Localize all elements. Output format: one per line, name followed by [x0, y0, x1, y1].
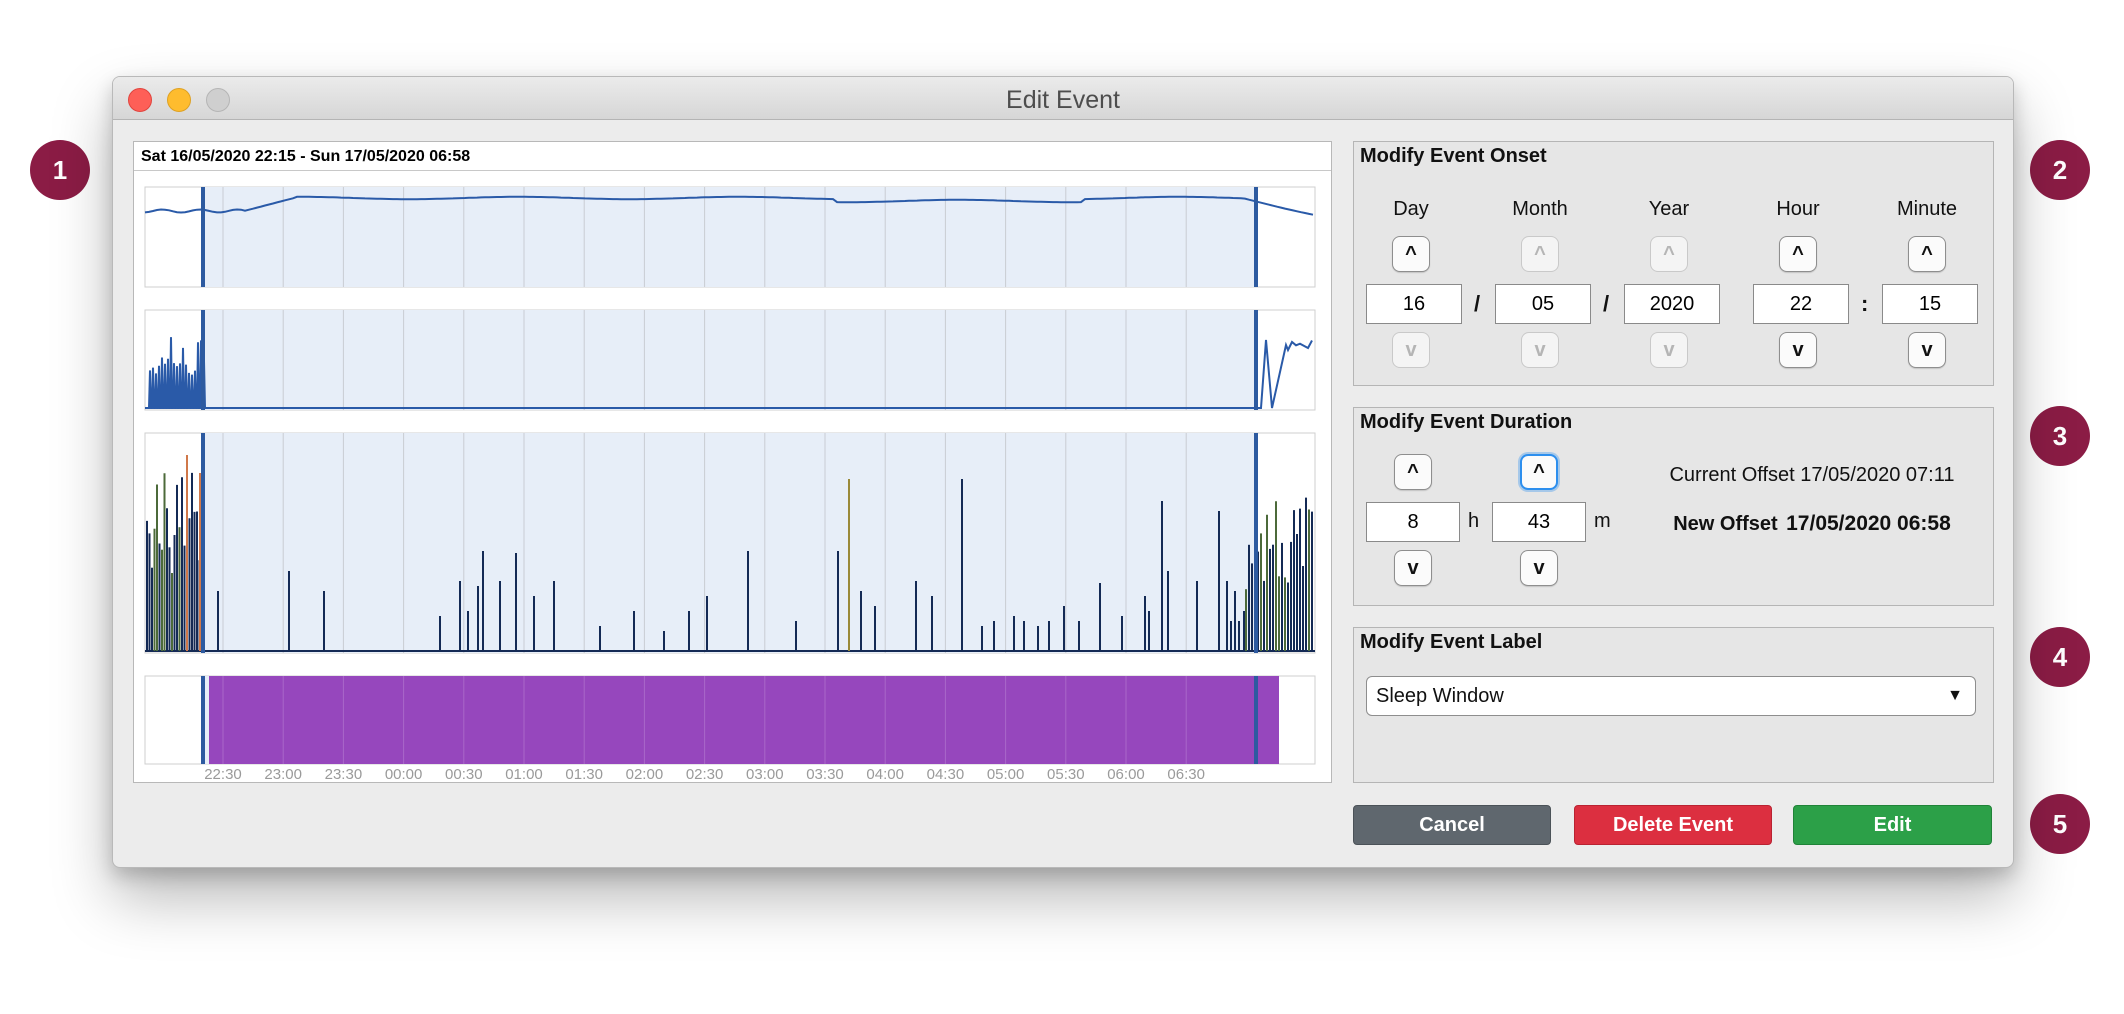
duration-hours-up-button[interactable]: ^	[1394, 454, 1432, 490]
new-offset-label: New Offset	[1673, 513, 1777, 535]
time-tick-label: 03:30	[806, 766, 844, 782]
onset-group: Modify Event Onset Day Month Year Hour M…	[1353, 141, 1994, 386]
month-up-button[interactable]: ^	[1521, 236, 1559, 272]
month-year-separator: /	[1603, 291, 1609, 317]
label-group: Modify Event Label Sleep Window ▼	[1353, 627, 1994, 783]
hours-unit: h	[1468, 510, 1479, 533]
minute-field[interactable]: 15	[1882, 284, 1978, 324]
event-chart-panel: Sat 16/05/2020 22:15 - Sun 17/05/2020 06…	[133, 141, 1332, 783]
time-tick-label: 22:30	[204, 766, 242, 782]
callout-5: 5	[2030, 794, 2090, 854]
minute-up-button[interactable]: ^	[1908, 236, 1946, 272]
month-field[interactable]: 05	[1495, 284, 1591, 324]
callout-4: 4	[2030, 627, 2090, 687]
duration-minutes-down-button[interactable]: v	[1520, 550, 1558, 586]
minute-label: Minute	[1880, 198, 1974, 221]
time-tick-label: 05:00	[987, 766, 1025, 782]
hour-down-button[interactable]: v	[1779, 332, 1817, 368]
duration-group: Modify Event Duration ^ ^ 8 h 43 m v v C…	[1353, 407, 1994, 606]
hour-field[interactable]: 22	[1753, 284, 1849, 324]
sleep-window-event-bar	[209, 676, 1279, 764]
current-offset: Current Offset 17/05/2020 07:11	[1632, 464, 1992, 487]
time-tick-label: 03:00	[746, 766, 784, 782]
dropdown-arrow-icon: ▼	[1947, 677, 1963, 715]
callout-3: 3	[2030, 406, 2090, 466]
event-signal-chart[interactable]: 22:30 23:00 23:30 00:00 00:30 01:00 01:30 02:00…	[134, 142, 1331, 782]
delete-event-button[interactable]: Delete Event	[1574, 805, 1772, 845]
time-tick-label: 23:00	[264, 766, 302, 782]
duration-hours-field[interactable]: 8	[1366, 502, 1460, 542]
signal-panel-2-window-shade	[203, 310, 1256, 410]
time-tick-label: 01:00	[505, 766, 543, 782]
hour-minute-separator: :	[1861, 291, 1868, 317]
year-label: Year	[1622, 198, 1716, 221]
new-offset-value: 17/05/2020 06:58	[1786, 512, 1951, 535]
month-down-button[interactable]: v	[1521, 332, 1559, 368]
minutes-unit: m	[1594, 510, 1611, 533]
year-up-button[interactable]: ^	[1650, 236, 1688, 272]
time-tick-label: 02:00	[626, 766, 664, 782]
signal-panel-1-window-shade	[203, 187, 1256, 287]
edit-event-window: Edit Event Sat 16/05/2020 22:15 - Sun 17…	[112, 76, 2014, 868]
time-tick-label: 05:30	[1047, 766, 1085, 782]
time-tick-label: 00:00	[385, 766, 423, 782]
event-label-select[interactable]: Sleep Window ▼	[1366, 676, 1976, 716]
month-label: Month	[1493, 198, 1587, 221]
event-label-value: Sleep Window	[1376, 685, 1504, 707]
signal-panel-3-window-shade	[203, 433, 1256, 653]
callout-1: 1	[30, 140, 90, 200]
time-tick-label: 01:30	[565, 766, 603, 782]
day-up-button[interactable]: ^	[1392, 236, 1430, 272]
current-offset-label: Current Offset	[1669, 464, 1794, 486]
day-month-separator: /	[1474, 291, 1480, 317]
label-title: Modify Event Label	[1360, 631, 1542, 654]
time-tick-label: 06:00	[1107, 766, 1145, 782]
time-tick-label: 04:30	[927, 766, 965, 782]
time-tick-label: 00:30	[445, 766, 483, 782]
cancel-button[interactable]: Cancel	[1353, 805, 1551, 845]
onset-title: Modify Event Onset	[1360, 145, 1547, 168]
time-tick-label: 02:30	[686, 766, 724, 782]
edit-button[interactable]: Edit	[1793, 805, 1992, 845]
title-bar[interactable]: Edit Event	[113, 77, 2013, 120]
duration-title: Modify Event Duration	[1360, 411, 1572, 434]
hour-up-button[interactable]: ^	[1779, 236, 1817, 272]
day-field[interactable]: 16	[1366, 284, 1462, 324]
time-tick-label: 04:00	[866, 766, 904, 782]
day-label: Day	[1364, 198, 1458, 221]
time-tick-label: 06:30	[1167, 766, 1205, 782]
day-down-button[interactable]: v	[1392, 332, 1430, 368]
duration-minutes-up-button[interactable]: ^	[1520, 454, 1558, 490]
current-offset-value: 17/05/2020 07:11	[1800, 464, 1954, 486]
window-title: Edit Event	[113, 86, 2013, 115]
new-offset: New Offset 17/05/2020 06:58	[1632, 512, 1992, 536]
duration-hours-down-button[interactable]: v	[1394, 550, 1432, 586]
year-down-button[interactable]: v	[1650, 332, 1688, 368]
duration-minutes-field[interactable]: 43	[1492, 502, 1586, 542]
callout-2: 2	[2030, 140, 2090, 200]
hour-label: Hour	[1751, 198, 1845, 221]
minute-down-button[interactable]: v	[1908, 332, 1946, 368]
time-tick-label: 23:30	[325, 766, 363, 782]
year-field[interactable]: 2020	[1624, 284, 1720, 324]
